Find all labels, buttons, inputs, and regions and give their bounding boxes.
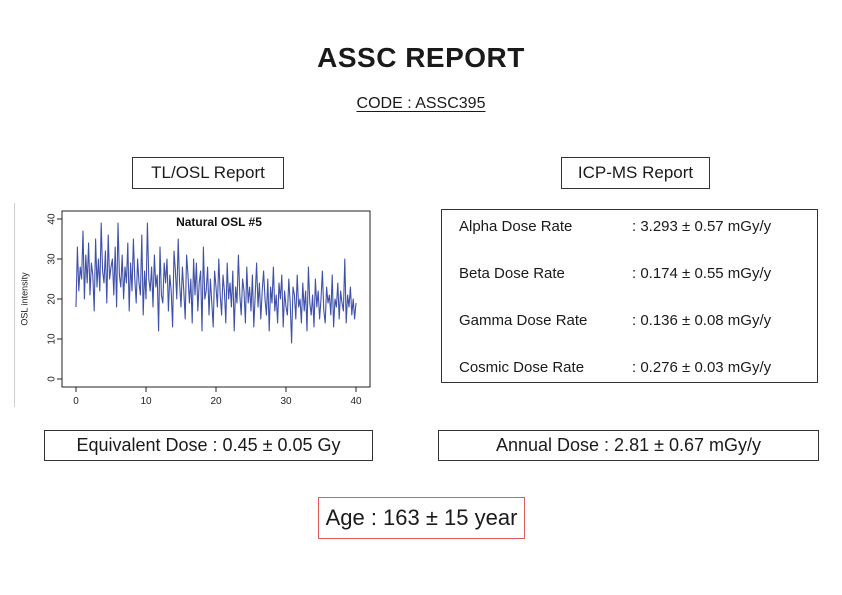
icp-row-name: Gamma Dose Rate bbox=[459, 312, 588, 329]
osl-series-line bbox=[75, 222, 357, 344]
report-code-text: CODE : ASSC395 bbox=[356, 95, 486, 112]
y-axis-label: OSL intensity bbox=[19, 272, 29, 326]
icp-row-alpha: Alpha Dose Rate : 3.293 ± 0.57 mGy/y bbox=[459, 218, 799, 238]
age-result-box: Age : 163 ± 15 year bbox=[318, 497, 525, 539]
y-tick-label: 20 bbox=[47, 293, 58, 305]
equivalent-dose-box: Equivalent Dose : 0.45 ± 0.05 Gy bbox=[44, 430, 373, 461]
icp-ms-table: Alpha Dose Rate : 3.293 ± 0.57 mGy/y Bet… bbox=[441, 209, 818, 383]
icp-row-cosmic: Cosmic Dose Rate : 0.276 ± 0.03 mGy/y bbox=[459, 359, 799, 379]
x-tick-label: 40 bbox=[350, 396, 362, 407]
icp-row-gamma: Gamma Dose Rate : 0.136 ± 0.08 mGy/y bbox=[459, 312, 799, 332]
icp-ms-report-label: ICP-MS Report bbox=[561, 157, 710, 189]
y-tick-label: 10 bbox=[47, 333, 58, 345]
tl-osl-report-label: TL/OSL Report bbox=[132, 157, 284, 189]
report-code: CODE : ASSC395 bbox=[0, 95, 842, 113]
icp-row-beta: Beta Dose Rate : 0.174 ± 0.55 mGy/y bbox=[459, 265, 799, 285]
icp-row-value: : 0.136 ± 0.08 mGy/y bbox=[632, 312, 772, 329]
x-tick-label: 20 bbox=[210, 396, 222, 407]
report-title: ASSC REPORT bbox=[317, 42, 525, 73]
icp-row-name: Alpha Dose Rate bbox=[459, 218, 573, 235]
annual-dose-box: Annual Dose : 2.81 ± 0.67 mGy/y bbox=[438, 430, 819, 461]
icp-row-name: Beta Dose Rate bbox=[459, 265, 565, 282]
icp-row-name: Cosmic Dose Rate bbox=[459, 359, 585, 376]
osl-chart-svg: 0 10 20 30 40 0 10 20 30 40 OSL intensity Natural O… bbox=[19, 210, 371, 407]
y-tick-label: 30 bbox=[47, 253, 58, 265]
y-tick-label: 0 bbox=[47, 376, 58, 382]
chart-title: Natural OSL #5 bbox=[176, 215, 262, 229]
y-tick-label: 40 bbox=[47, 213, 58, 225]
icp-row-value: : 0.174 ± 0.55 mGy/y bbox=[632, 265, 772, 282]
chart-edge-line bbox=[14, 203, 15, 407]
icp-row-value: : 3.293 ± 0.57 mGy/y bbox=[632, 218, 772, 235]
osl-chart: 0 10 20 30 40 0 10 20 30 40 OSL intensity Natural O… bbox=[14, 203, 374, 411]
x-tick-label: 30 bbox=[280, 396, 292, 407]
x-tick-label: 10 bbox=[140, 396, 152, 407]
icp-row-value: : 0.276 ± 0.03 mGy/y bbox=[632, 359, 772, 376]
x-tick-label: 0 bbox=[73, 396, 79, 407]
